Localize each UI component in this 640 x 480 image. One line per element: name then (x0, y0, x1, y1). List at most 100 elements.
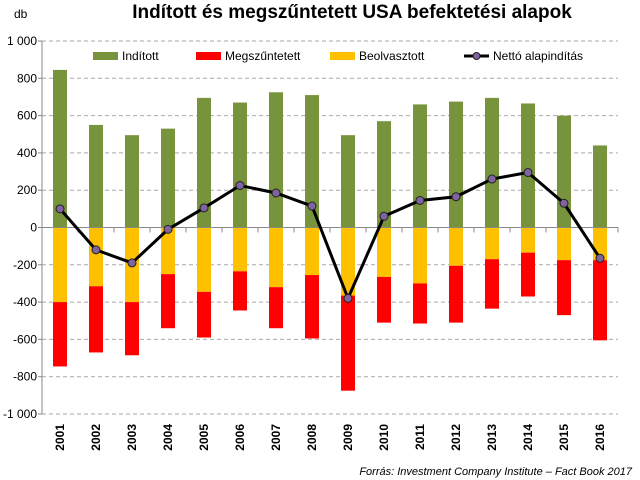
bar-megszuntetett (485, 259, 499, 309)
y-axis-label: db (14, 7, 28, 21)
bar-megszuntetett (53, 302, 67, 367)
bar-beolvasztott (305, 227, 319, 276)
y-tick-label: -600 (13, 332, 37, 346)
bar-beolvasztott (53, 227, 67, 303)
y-axis-ticks: 1 000 800 600 400 200 0 -200 -400 -600 -800 -1 000 (3, 34, 42, 421)
bar-inditott (413, 104, 427, 228)
point-netto-alapinditas (127, 258, 137, 268)
x-tick-label: 2007 (269, 424, 283, 451)
x-tick-label: 2008 (305, 424, 319, 451)
y-tick-label: 600 (17, 109, 37, 123)
legend-swatch-marker (472, 52, 481, 60)
bar-inditott (53, 69, 67, 228)
source-note: Forrás: Investment Company Institute – F… (359, 466, 633, 478)
point-netto-alapinditas (271, 188, 281, 198)
bar-megszuntetett (593, 260, 607, 341)
y-tick-label: -400 (13, 295, 37, 309)
y-tick-label: -200 (13, 258, 37, 272)
bar-inditott (305, 95, 319, 228)
x-tick-label: 2005 (197, 424, 211, 451)
bar-inditott (125, 135, 139, 228)
legend-label: Nettó alapindítás (493, 49, 583, 63)
bar-inditott (233, 102, 247, 228)
point-netto-alapinditas (487, 174, 497, 184)
bar-inditott (449, 101, 463, 228)
point-netto-alapinditas (235, 181, 245, 191)
point-netto-alapinditas (91, 245, 101, 255)
x-tick-label: 2013 (485, 424, 499, 451)
bar-beolvasztott (89, 227, 103, 287)
bar-megszuntetett (161, 274, 175, 329)
y-tick-label: 400 (17, 146, 37, 160)
legend-label: Beolvasztott (359, 49, 425, 63)
bars (53, 69, 607, 391)
legend-swatch (93, 52, 118, 60)
x-tick-label: 2011 (413, 424, 427, 450)
bar-inditott (521, 103, 535, 228)
bar-inditott (485, 97, 499, 228)
legend-label: Indított (122, 49, 159, 63)
bar-beolvasztott (233, 227, 247, 272)
point-netto-alapinditas (343, 293, 353, 303)
x-tick-label: 2002 (89, 424, 103, 451)
bar-megszuntetett (557, 260, 571, 316)
x-tick-label: 2006 (233, 424, 247, 451)
x-tick-label: 2015 (557, 424, 571, 451)
net-line (55, 167, 605, 303)
x-tick-label: 2009 (341, 424, 355, 451)
point-netto-alapinditas (595, 253, 605, 263)
point-netto-alapinditas (559, 198, 569, 208)
bar-beolvasztott (557, 227, 571, 261)
point-netto-alapinditas (379, 211, 389, 221)
y-tick-label: 1 000 (7, 34, 37, 48)
bar-megszuntetett (269, 287, 283, 329)
legend-swatch (330, 52, 355, 60)
point-netto-alapinditas (55, 204, 65, 214)
legend: Indított Megszűntetett Beolvasztott Nettó a… (93, 49, 583, 63)
y-tick-label: -800 (13, 370, 37, 384)
y-tick-label: -1 000 (3, 407, 37, 421)
x-tick-label: 2016 (593, 424, 607, 451)
bar-megszuntetett (233, 271, 247, 311)
bar-beolvasztott (161, 227, 175, 275)
x-tick-label: 2012 (449, 424, 463, 451)
bar-inditott (197, 97, 211, 228)
point-netto-alapinditas (523, 167, 533, 177)
bar-megszuntetett (521, 252, 535, 297)
y-tick-label: 800 (17, 71, 37, 85)
x-axis-labels: 2001 2002 2003 2004 2005 2006 2007 2008 2009 2010… (53, 424, 607, 451)
chart-title: Indított és megszűntetett USA befektetés… (132, 2, 572, 23)
point-netto-alapinditas (163, 224, 173, 234)
bar-inditott (161, 128, 175, 228)
bar-megszuntetett (197, 291, 211, 338)
bar-beolvasztott (197, 227, 211, 292)
bar-inditott (377, 121, 391, 228)
bar-beolvasztott (413, 227, 427, 284)
bar-inditott (341, 135, 355, 228)
bar-megszuntetett (377, 276, 391, 323)
point-netto-alapinditas (307, 201, 317, 211)
bar-beolvasztott (269, 227, 283, 288)
x-tick-label: 2004 (161, 424, 175, 451)
bar-megszuntetett (305, 275, 319, 339)
bar-beolvasztott (485, 227, 499, 260)
x-tick-label: 2001 (53, 424, 67, 451)
legend-swatch (196, 52, 221, 60)
bar-beolvasztott (521, 227, 535, 253)
bar-megszuntetett (125, 302, 139, 356)
bar-megszuntetett (449, 265, 463, 323)
bar-beolvasztott (377, 227, 391, 277)
x-tick-label: 2003 (125, 424, 139, 451)
point-netto-alapinditas (415, 195, 425, 205)
y-tick-label: 0 (30, 221, 37, 235)
point-netto-alapinditas (451, 192, 461, 202)
x-tick-label: 2014 (521, 424, 535, 451)
bar-beolvasztott (449, 227, 463, 266)
bar-inditott (89, 124, 103, 228)
axes (41, 41, 619, 414)
bar-megszuntetett (413, 283, 427, 324)
y-tick-label: 200 (17, 183, 37, 197)
line-netto-alapinditas (58, 170, 602, 303)
bar-megszuntetett (341, 295, 355, 391)
